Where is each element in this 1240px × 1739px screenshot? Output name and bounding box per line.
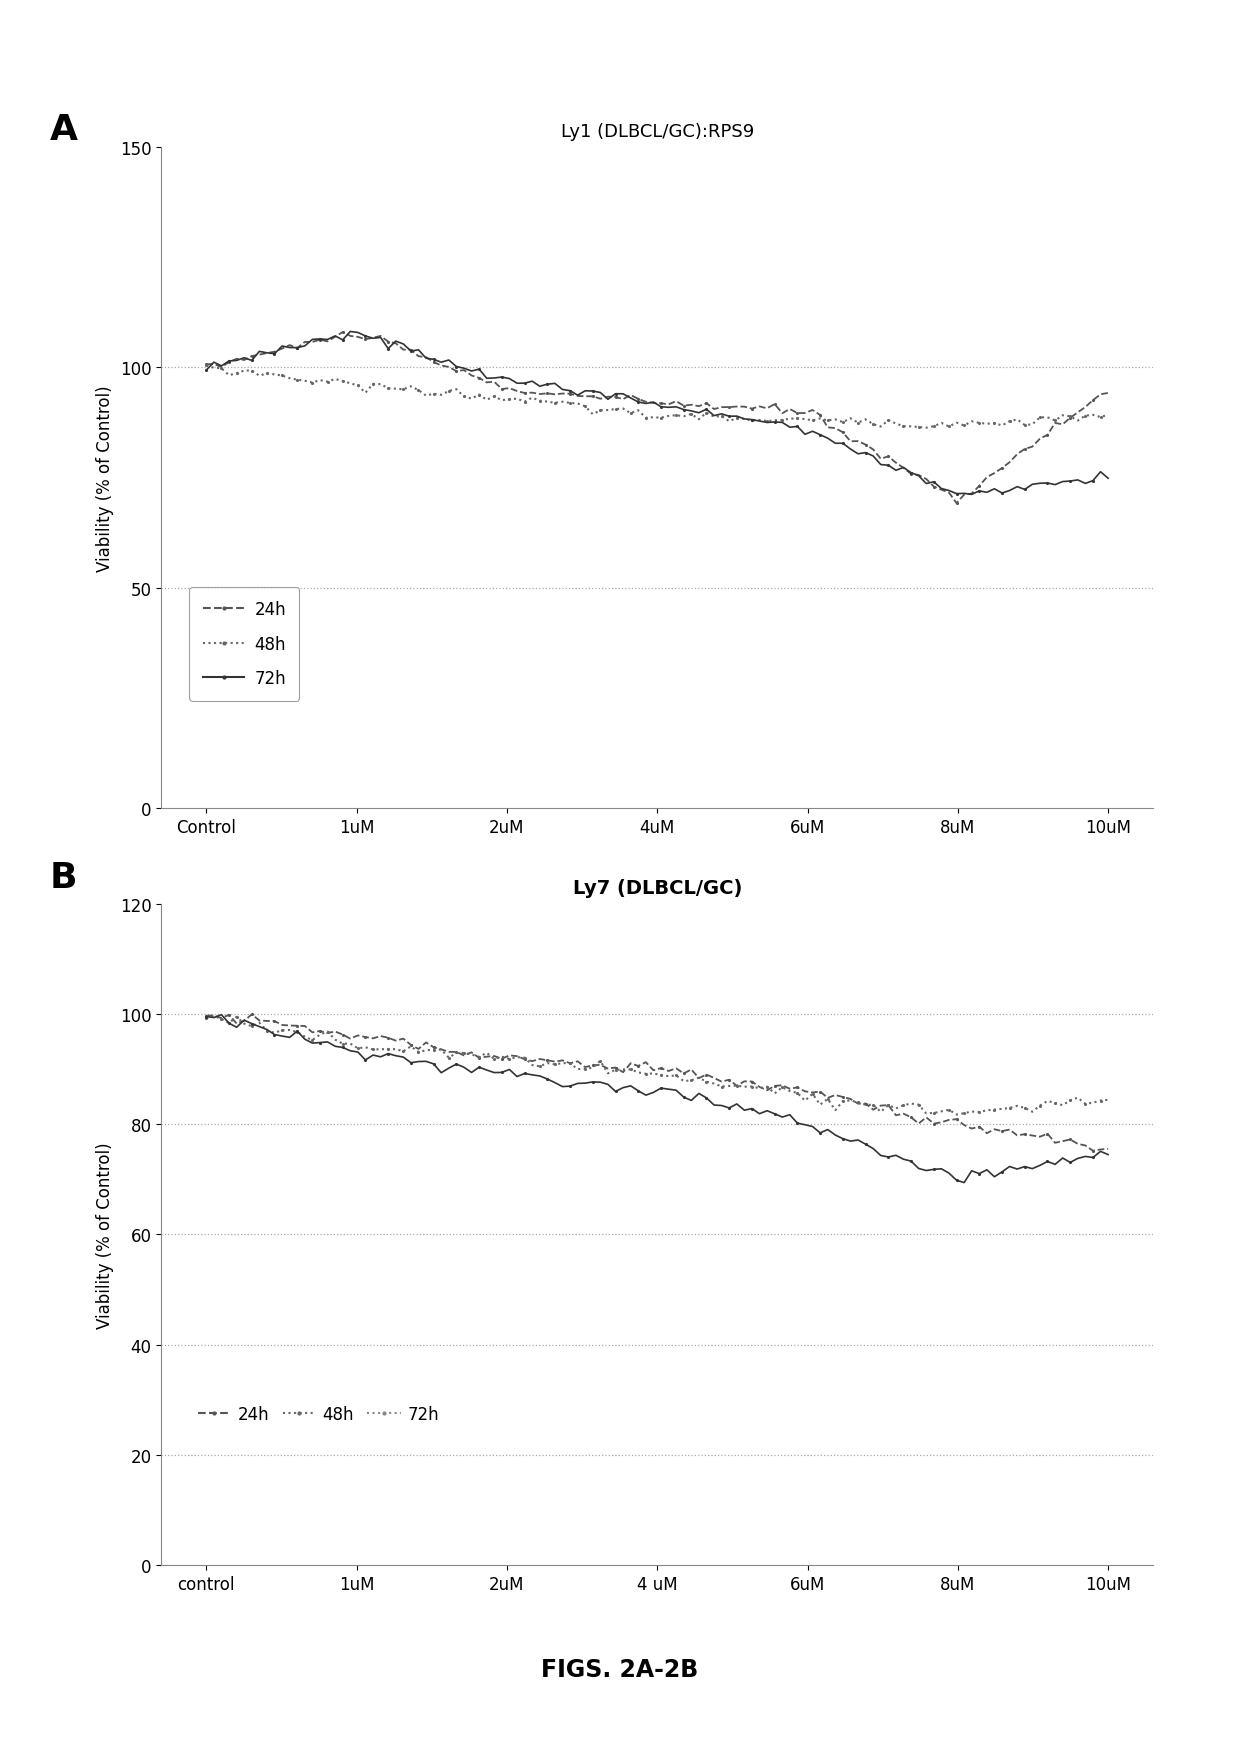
Legend: 24h, 48h, 72h: 24h, 48h, 72h — [190, 588, 299, 701]
Title: Ly7 (DLBCL/GC): Ly7 (DLBCL/GC) — [573, 878, 742, 897]
Legend: 24h, 48h, 72h: 24h, 48h, 72h — [190, 1396, 448, 1431]
Text: A: A — [50, 113, 78, 148]
Y-axis label: Viability (% of Control): Viability (% of Control) — [97, 384, 114, 572]
Text: B: B — [50, 861, 77, 896]
Text: FIGS. 2A-2B: FIGS. 2A-2B — [542, 1657, 698, 1682]
Title: Ly1 (DLBCL/GC):RPS9: Ly1 (DLBCL/GC):RPS9 — [560, 123, 754, 141]
Y-axis label: Viability (% of Control): Viability (% of Control) — [97, 1141, 114, 1329]
